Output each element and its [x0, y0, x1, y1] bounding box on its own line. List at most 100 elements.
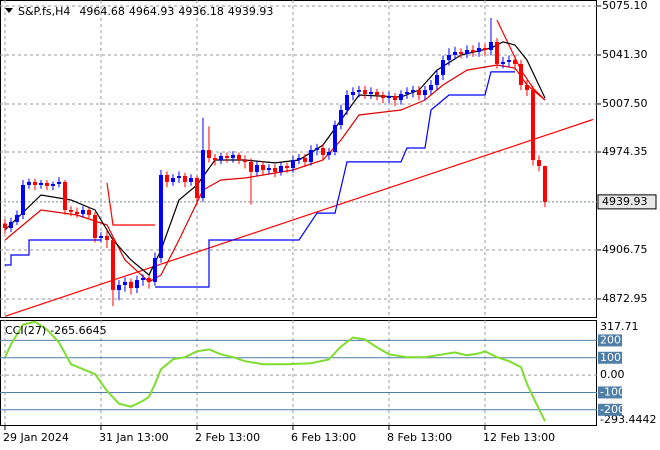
y-tick-label: 5041.30	[602, 48, 648, 61]
cci-tick-label: 317.71	[600, 320, 639, 333]
candle-body	[218, 155, 223, 161]
candle-body	[404, 91, 409, 94]
candle-body	[272, 168, 277, 172]
candle-body	[56, 181, 61, 184]
x-tick-label: 31 Jan 13:00	[99, 431, 169, 444]
candle-body	[470, 50, 475, 52]
candle-body	[494, 41, 499, 64]
candle-body	[350, 91, 355, 95]
level-label: 200	[600, 333, 621, 346]
cci-panel	[0, 320, 597, 426]
candle-body	[230, 154, 235, 159]
cci-header: CCI(27) -265.6645	[5, 324, 107, 337]
candle-body	[236, 154, 241, 161]
candle-body	[188, 178, 193, 182]
indicator-line	[496, 19, 546, 101]
candle-body	[110, 240, 115, 291]
candle-body	[86, 210, 91, 215]
candle-body	[278, 165, 283, 172]
level-label: -100	[600, 385, 625, 398]
indicator-line	[106, 182, 155, 226]
candle-body	[338, 110, 343, 125]
candle-body	[386, 95, 391, 99]
candle-body	[500, 61, 505, 64]
candle-body	[512, 60, 517, 64]
candle-body	[476, 48, 481, 52]
candle-body	[26, 181, 31, 185]
x-tick-label: 8 Feb 13:00	[387, 431, 452, 444]
candle-body	[302, 158, 307, 162]
x-tick-label: 12 Feb 13:00	[483, 431, 555, 444]
candle-body	[32, 181, 37, 185]
candle-body	[488, 41, 493, 51]
level-label-box	[598, 334, 622, 347]
candle-body	[440, 60, 445, 75]
candle-body	[182, 175, 187, 182]
candle-body	[518, 63, 523, 85]
candle-body	[38, 182, 43, 185]
candle-body	[8, 221, 13, 229]
candle-body	[74, 211, 79, 214]
candle-body	[128, 281, 133, 289]
candle-body	[242, 160, 247, 162]
y-tick-label: 5007.50	[602, 97, 648, 110]
candle-body	[164, 174, 169, 182]
candle-body	[92, 214, 97, 239]
candle-body	[116, 284, 121, 291]
price-label-box	[597, 194, 657, 210]
candle-body	[206, 150, 211, 159]
candle-body	[134, 280, 139, 289]
candle-body	[254, 164, 259, 172]
candle-body	[374, 91, 379, 95]
candle-body	[416, 90, 421, 95]
axes: 5075.10 5041.30 5007.50 4974.35 4906.75 4872.…	[3, 0, 657, 444]
y-tick-label: 4906.75	[602, 243, 648, 256]
candle-body	[68, 210, 73, 212]
level-label: -200	[600, 403, 625, 416]
candle-body	[530, 90, 535, 161]
candle-body	[212, 158, 217, 161]
indicator-line	[5, 239, 101, 266]
main-plot	[0, 0, 597, 318]
candle-body	[248, 161, 253, 172]
candle-body	[320, 148, 325, 155]
level-label: 100	[600, 351, 621, 364]
candle-body	[44, 182, 49, 186]
candle-body	[362, 90, 367, 94]
candle-body	[104, 235, 109, 241]
candle-body	[194, 178, 199, 199]
candle-body	[290, 160, 295, 169]
candle-body	[140, 278, 145, 281]
candle-body	[170, 178, 175, 182]
candle-body	[398, 93, 403, 101]
candle-body	[314, 148, 319, 151]
close: 4939.93	[228, 5, 274, 18]
candle-body	[326, 151, 331, 155]
candle-body	[446, 54, 451, 61]
cci-tick-label: -293.4442	[600, 413, 656, 426]
candle-body	[80, 210, 85, 214]
candle-body	[392, 95, 397, 101]
y-tick-label: 4872.95	[602, 292, 648, 305]
candle-body	[422, 90, 427, 95]
candle-body	[98, 235, 103, 239]
cci-plot	[0, 320, 597, 426]
candle-body	[266, 168, 271, 171]
price-label: 4939.93	[602, 195, 648, 208]
indicator-line	[155, 71, 515, 288]
candle-body	[428, 84, 433, 91]
candle-body	[434, 74, 439, 85]
candle-body	[122, 281, 127, 285]
candle-body	[458, 51, 463, 54]
cci-label: CCI(27)	[5, 324, 46, 337]
candle-body	[506, 60, 511, 62]
cci-value: -265.6645	[50, 324, 106, 337]
candle-body	[410, 90, 415, 92]
candle-body	[482, 48, 487, 51]
candle-body	[176, 175, 181, 179]
candle-body	[146, 278, 151, 282]
candle-body	[542, 166, 547, 202]
x-tick-label: 6 Feb 13:00	[291, 431, 356, 444]
candle-body	[62, 181, 67, 211]
candle-body	[524, 84, 529, 91]
